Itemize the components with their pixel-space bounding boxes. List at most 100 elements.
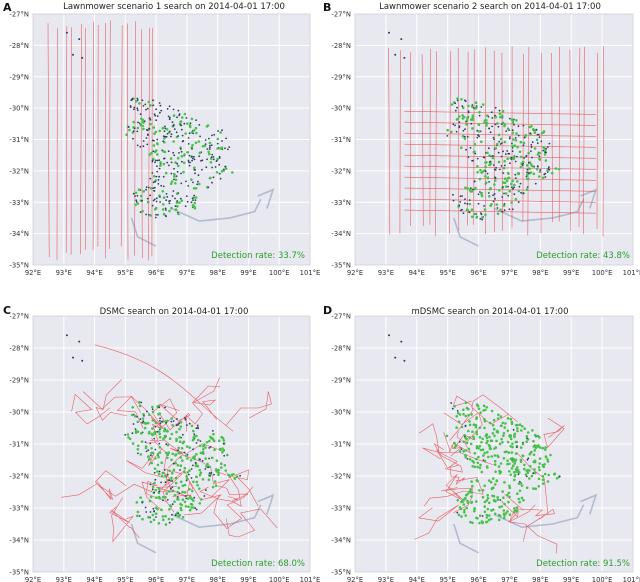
- panel-d-particle: [491, 432, 495, 435]
- panel-d-particle: [495, 439, 498, 443]
- panel-b-particle: [547, 167, 550, 170]
- panel-d-particle: [518, 423, 522, 427]
- panel-a-particle: [162, 140, 165, 143]
- panel-d-particle: [464, 496, 467, 500]
- panel-d-axes: 92°E 93°E 94°E 95°E 96°E 97°E 98°E 99°E 100°E 101…: [331, 313, 640, 582]
- panel-d-particle: [471, 430, 474, 434]
- panel-a-particle: [180, 155, 184, 158]
- panel-d-particle: [472, 423, 476, 427]
- panel-d-particle: [467, 429, 470, 433]
- panel-d-particle: [503, 502, 506, 506]
- panel-d-drift-trail: [493, 504, 585, 529]
- panel-c-particle: [220, 462, 223, 466]
- panel-a-particle: [208, 141, 212, 145]
- panel-c-particle: [220, 466, 223, 469]
- panel-a-particle: [174, 161, 177, 164]
- panel-a-particle: [139, 145, 142, 148]
- panel-d-particle: [475, 457, 478, 461]
- panel-b-particle: [461, 195, 463, 197]
- panel-d-particle: [475, 500, 478, 503]
- panel-d-particle: [544, 455, 548, 459]
- panel-b-particle: [507, 185, 509, 188]
- panel-a-particle: [182, 139, 185, 142]
- panel-a-particle: [146, 200, 150, 204]
- panel-c-particle: [156, 463, 160, 467]
- panel-b-particle: [537, 175, 541, 178]
- panel-c-particle: [179, 456, 182, 459]
- panel-b-x-tick-label: 95°E: [439, 269, 455, 277]
- panel-a-particle: [216, 147, 219, 150]
- panel-b-particle: [531, 156, 533, 159]
- panel-c-particle: [131, 442, 135, 445]
- panel-b-particle: [503, 177, 507, 180]
- panel-d-x-tick-label: 92°E: [347, 576, 363, 582]
- panel-d-particle: [467, 447, 471, 451]
- panel-d-particle: [475, 417, 478, 421]
- panel-b-particle: [465, 123, 468, 126]
- panel-d-search-track: [414, 394, 565, 554]
- panel-d-particle: [478, 521, 481, 525]
- panel-d-particle: [538, 462, 541, 465]
- panel-a-particle: [149, 177, 152, 180]
- panel-c-particle: [136, 444, 140, 448]
- panel-b-particle: [511, 142, 513, 145]
- panel-c-particle: [162, 495, 165, 499]
- panel-b-particle: [461, 106, 465, 110]
- panel-b-particle: [464, 198, 466, 201]
- panel-b-particle: [510, 182, 513, 186]
- panel-a-particle: [173, 167, 175, 170]
- panel-c-particle: [140, 432, 143, 435]
- panel-d-particle: [483, 505, 487, 508]
- panel-b-particle: [490, 203, 493, 206]
- panel-c-particle: [171, 471, 174, 475]
- panel-c-particle: [210, 471, 213, 474]
- panel-d-frame: [354, 315, 634, 573]
- panel-a-particle: [146, 197, 149, 200]
- panel-a-particle: [153, 175, 156, 178]
- panel-c-particle: [184, 505, 188, 508]
- panel-d-particle: [525, 469, 529, 473]
- panel-b-particle: [462, 129, 465, 132]
- panel-b-particle: [494, 123, 497, 126]
- panel-d-particle: [497, 465, 501, 468]
- panel-a-particle: [198, 155, 201, 158]
- panel-d-particle: [525, 475, 528, 478]
- panel-b-particle: [466, 209, 470, 212]
- panel-a-particle: [176, 170, 179, 173]
- panel-a-particle: [149, 187, 153, 190]
- panel-c-y-tick-label: -31°N: [9, 441, 29, 449]
- panel-a-particle: [169, 182, 173, 185]
- panel-d-particle: [473, 507, 476, 510]
- panel-a-particle: [174, 205, 177, 208]
- panel-b-particle: [467, 104, 470, 108]
- panel-b-particle: [508, 189, 512, 193]
- panel-b-particle: [500, 155, 503, 158]
- panel-d-particle: [515, 440, 519, 444]
- panel-c-particle: [211, 485, 215, 489]
- panel-c-particle: [153, 471, 156, 474]
- panel-a-particle: [177, 164, 180, 168]
- panel-a-particle: [188, 124, 192, 127]
- panel-b-particle: [517, 134, 520, 137]
- panel-c-x-tick-label: 98°E: [209, 576, 225, 582]
- panel-d-particle: [525, 435, 529, 438]
- panel-b-particle: [502, 150, 504, 153]
- panel-c-particle: [181, 459, 184, 462]
- panel-a-drift-trail: [257, 188, 275, 209]
- panel-d-particle: [464, 401, 468, 405]
- panel-b-particle: [456, 106, 458, 109]
- panel-d-x-tick-label: 94°E: [409, 576, 425, 582]
- panel-d-particle: [506, 493, 509, 497]
- panel-a-particle: [168, 202, 171, 205]
- panel-b-particle: [509, 136, 511, 138]
- panel-a-particle: [174, 178, 178, 181]
- panel-b-particle: [495, 142, 499, 146]
- panel-d-particle: [464, 414, 468, 418]
- panel-d-particle: [464, 494, 468, 497]
- panel-b-particle: [481, 218, 483, 221]
- panel-a-y-tick-label: -30°N: [9, 105, 29, 113]
- panel-c-particle: [176, 418, 178, 420]
- panel-a-particle: [191, 148, 193, 150]
- panel-b-particle: [503, 164, 506, 167]
- panel-c-particle: [168, 504, 172, 507]
